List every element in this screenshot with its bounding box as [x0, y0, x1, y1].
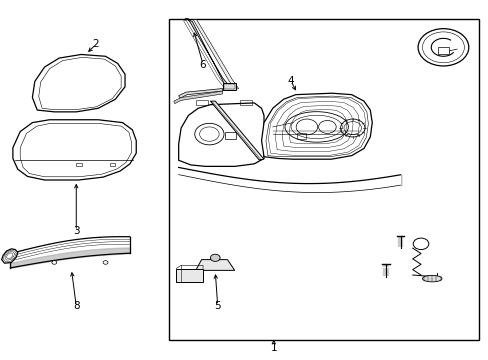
- Polygon shape: [32, 54, 125, 112]
- Polygon shape: [173, 91, 222, 104]
- Text: 6: 6: [199, 59, 206, 69]
- Circle shape: [103, 261, 108, 264]
- Text: 8: 8: [73, 301, 80, 311]
- Text: 7: 7: [423, 40, 430, 49]
- Polygon shape: [210, 101, 264, 160]
- Circle shape: [210, 254, 220, 261]
- Bar: [76, 163, 82, 166]
- Circle shape: [52, 261, 57, 264]
- Ellipse shape: [422, 275, 441, 282]
- Text: 1: 1: [270, 343, 277, 353]
- Text: 3: 3: [73, 226, 80, 236]
- Polygon shape: [195, 260, 234, 270]
- Polygon shape: [184, 19, 229, 88]
- Text: 5: 5: [214, 301, 221, 311]
- Circle shape: [417, 29, 468, 66]
- Bar: [176, 269, 203, 282]
- Polygon shape: [178, 89, 222, 98]
- Bar: [224, 84, 234, 89]
- Polygon shape: [178, 103, 264, 166]
- Polygon shape: [193, 20, 238, 90]
- Bar: [224, 132, 235, 139]
- Bar: [297, 133, 305, 139]
- Bar: [110, 163, 115, 166]
- Polygon shape: [261, 93, 371, 159]
- Bar: [239, 100, 251, 105]
- Text: 4: 4: [287, 76, 294, 86]
- Bar: [437, 47, 448, 54]
- Text: 2: 2: [92, 40, 99, 49]
- Polygon shape: [13, 120, 136, 180]
- Polygon shape: [1, 249, 18, 263]
- Bar: [195, 100, 207, 105]
- Bar: [222, 83, 236, 90]
- Bar: [168, 19, 478, 339]
